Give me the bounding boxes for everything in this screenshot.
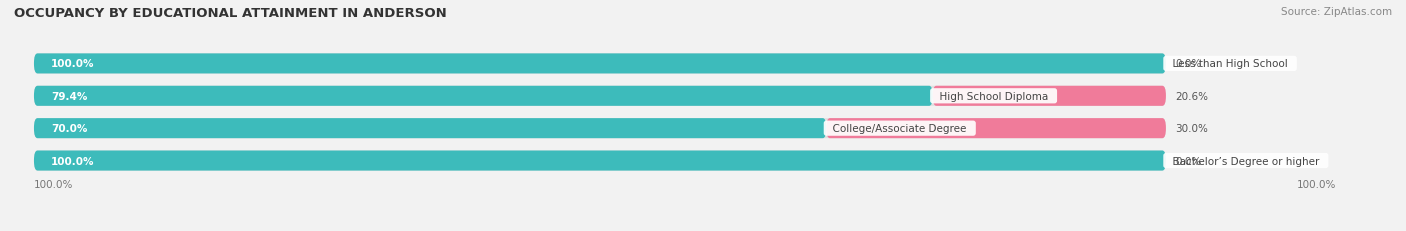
Text: 0.0%: 0.0% — [1175, 59, 1201, 69]
FancyBboxPatch shape — [34, 151, 1166, 171]
Text: College/Associate Degree: College/Associate Degree — [827, 124, 973, 134]
Text: 100.0%: 100.0% — [34, 179, 73, 189]
FancyBboxPatch shape — [34, 86, 1166, 106]
Text: Source: ZipAtlas.com: Source: ZipAtlas.com — [1281, 7, 1392, 17]
FancyBboxPatch shape — [827, 119, 1166, 139]
Text: 100.0%: 100.0% — [51, 59, 94, 69]
Text: Less than High School: Less than High School — [1166, 59, 1294, 69]
FancyBboxPatch shape — [932, 86, 1166, 106]
Legend: Owner-occupied, Renter-occupied: Owner-occupied, Renter-occupied — [454, 229, 668, 231]
FancyBboxPatch shape — [34, 119, 1166, 139]
Text: High School Diploma: High School Diploma — [932, 91, 1054, 101]
Text: 70.0%: 70.0% — [51, 124, 87, 134]
Text: 100.0%: 100.0% — [51, 156, 94, 166]
Text: OCCUPANCY BY EDUCATIONAL ATTAINMENT IN ANDERSON: OCCUPANCY BY EDUCATIONAL ATTAINMENT IN A… — [14, 7, 447, 20]
Text: 79.4%: 79.4% — [51, 91, 87, 101]
FancyBboxPatch shape — [34, 54, 1166, 74]
Text: Bachelor’s Degree or higher: Bachelor’s Degree or higher — [1166, 156, 1326, 166]
FancyBboxPatch shape — [34, 86, 932, 106]
FancyBboxPatch shape — [34, 151, 1166, 171]
Text: 0.0%: 0.0% — [1175, 156, 1201, 166]
Text: 20.6%: 20.6% — [1175, 91, 1208, 101]
FancyBboxPatch shape — [34, 54, 1166, 74]
Text: 100.0%: 100.0% — [1296, 179, 1336, 189]
FancyBboxPatch shape — [34, 119, 827, 139]
Text: 30.0%: 30.0% — [1175, 124, 1208, 134]
